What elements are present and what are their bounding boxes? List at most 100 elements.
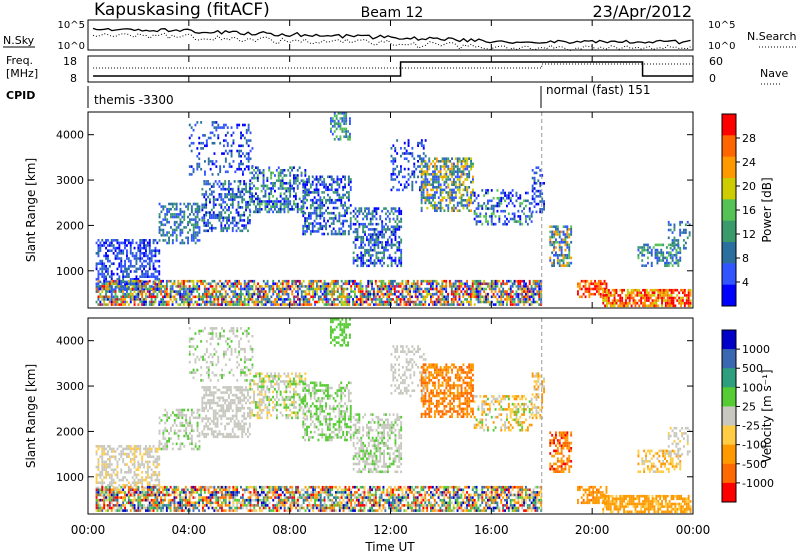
power-cell	[367, 283, 369, 286]
power-cell	[390, 293, 392, 296]
power-cell	[105, 283, 107, 286]
power-cell	[214, 142, 216, 145]
power-cell	[215, 129, 217, 132]
power-cell	[111, 285, 113, 288]
power-cell	[280, 303, 282, 306]
power-cell	[453, 163, 455, 166]
power-cell	[563, 233, 565, 236]
power-cell	[331, 288, 333, 291]
power-cell	[525, 205, 527, 208]
power-cell	[451, 209, 453, 212]
power-cell	[321, 215, 323, 218]
power-cell	[608, 289, 610, 292]
power-cell	[299, 283, 301, 286]
power-cell	[371, 280, 373, 283]
power-cell	[408, 160, 410, 163]
power-cell	[141, 301, 143, 304]
power-cell	[145, 293, 147, 296]
power-cell	[265, 303, 267, 306]
power-cell	[270, 288, 272, 291]
power-cell	[436, 165, 438, 168]
power-cell	[314, 178, 316, 181]
power-cell	[440, 285, 442, 288]
power-cell	[234, 219, 236, 222]
power-cell	[432, 283, 434, 286]
power-cell	[516, 200, 518, 203]
power-cell	[98, 298, 100, 301]
power-cell	[115, 249, 117, 252]
power-cell	[215, 288, 217, 291]
power-cell	[563, 254, 565, 257]
power-cell	[217, 126, 219, 129]
power-cell	[472, 283, 474, 286]
power-cell	[447, 168, 449, 171]
power-cell	[676, 257, 678, 260]
power-cell	[445, 173, 447, 176]
power-cell	[178, 226, 180, 229]
power-cell	[536, 172, 538, 175]
power-cell	[457, 189, 459, 192]
power-cell	[208, 163, 210, 166]
power-cell	[204, 290, 206, 293]
power-cell	[536, 280, 538, 283]
power-cell	[238, 124, 240, 127]
power-cell	[352, 298, 354, 301]
power-cell	[419, 288, 421, 291]
power-cell	[408, 173, 410, 176]
power-cell	[225, 293, 227, 296]
power-cell	[368, 213, 370, 216]
power-cell	[128, 283, 130, 286]
power-cell	[387, 257, 389, 260]
power-cell	[347, 130, 349, 133]
power-cell	[153, 265, 155, 268]
power-cell	[213, 280, 215, 283]
power-cell	[248, 168, 250, 171]
power-cell	[677, 242, 679, 245]
power-cell	[426, 207, 428, 210]
power-cell	[335, 285, 337, 288]
power-cell	[536, 293, 538, 296]
power-cell	[196, 121, 198, 124]
power-cell	[594, 293, 596, 296]
power-cell	[596, 283, 598, 286]
vel-cell	[103, 468, 105, 471]
power-cell	[686, 297, 688, 300]
power-cell	[181, 283, 183, 286]
power-cell	[493, 210, 495, 213]
power-cell	[136, 252, 138, 255]
vel-cell	[98, 461, 100, 464]
power-cell	[389, 257, 391, 260]
power-cell	[369, 283, 371, 286]
power-cell	[120, 252, 122, 255]
power-cell	[444, 160, 446, 163]
power-cell	[333, 212, 335, 215]
power-cell	[319, 178, 321, 181]
power-cell	[425, 170, 427, 173]
power-cell	[198, 163, 200, 166]
power-cell	[234, 285, 236, 288]
power-cell	[519, 197, 521, 200]
power-cell	[122, 270, 124, 273]
power-cell	[166, 208, 168, 211]
power-cell	[529, 290, 531, 293]
power-cell	[172, 303, 174, 306]
power-cell	[668, 237, 670, 240]
power-cell	[234, 301, 236, 304]
power-cell	[379, 259, 381, 262]
power-cell	[338, 125, 340, 128]
power-cell	[191, 290, 193, 293]
power-cell	[259, 198, 261, 201]
power-cell	[206, 283, 208, 286]
power-cell	[555, 231, 557, 234]
power-cell	[274, 301, 276, 304]
power-cell	[565, 233, 567, 236]
power-cell	[642, 294, 644, 297]
power-cell	[220, 183, 222, 186]
power-cell	[535, 285, 537, 288]
power-cell	[539, 174, 541, 177]
power-cell	[314, 212, 316, 215]
power-cell	[419, 142, 421, 145]
power-cell	[244, 137, 246, 140]
power-cell	[502, 189, 504, 192]
power-cell	[570, 262, 572, 265]
